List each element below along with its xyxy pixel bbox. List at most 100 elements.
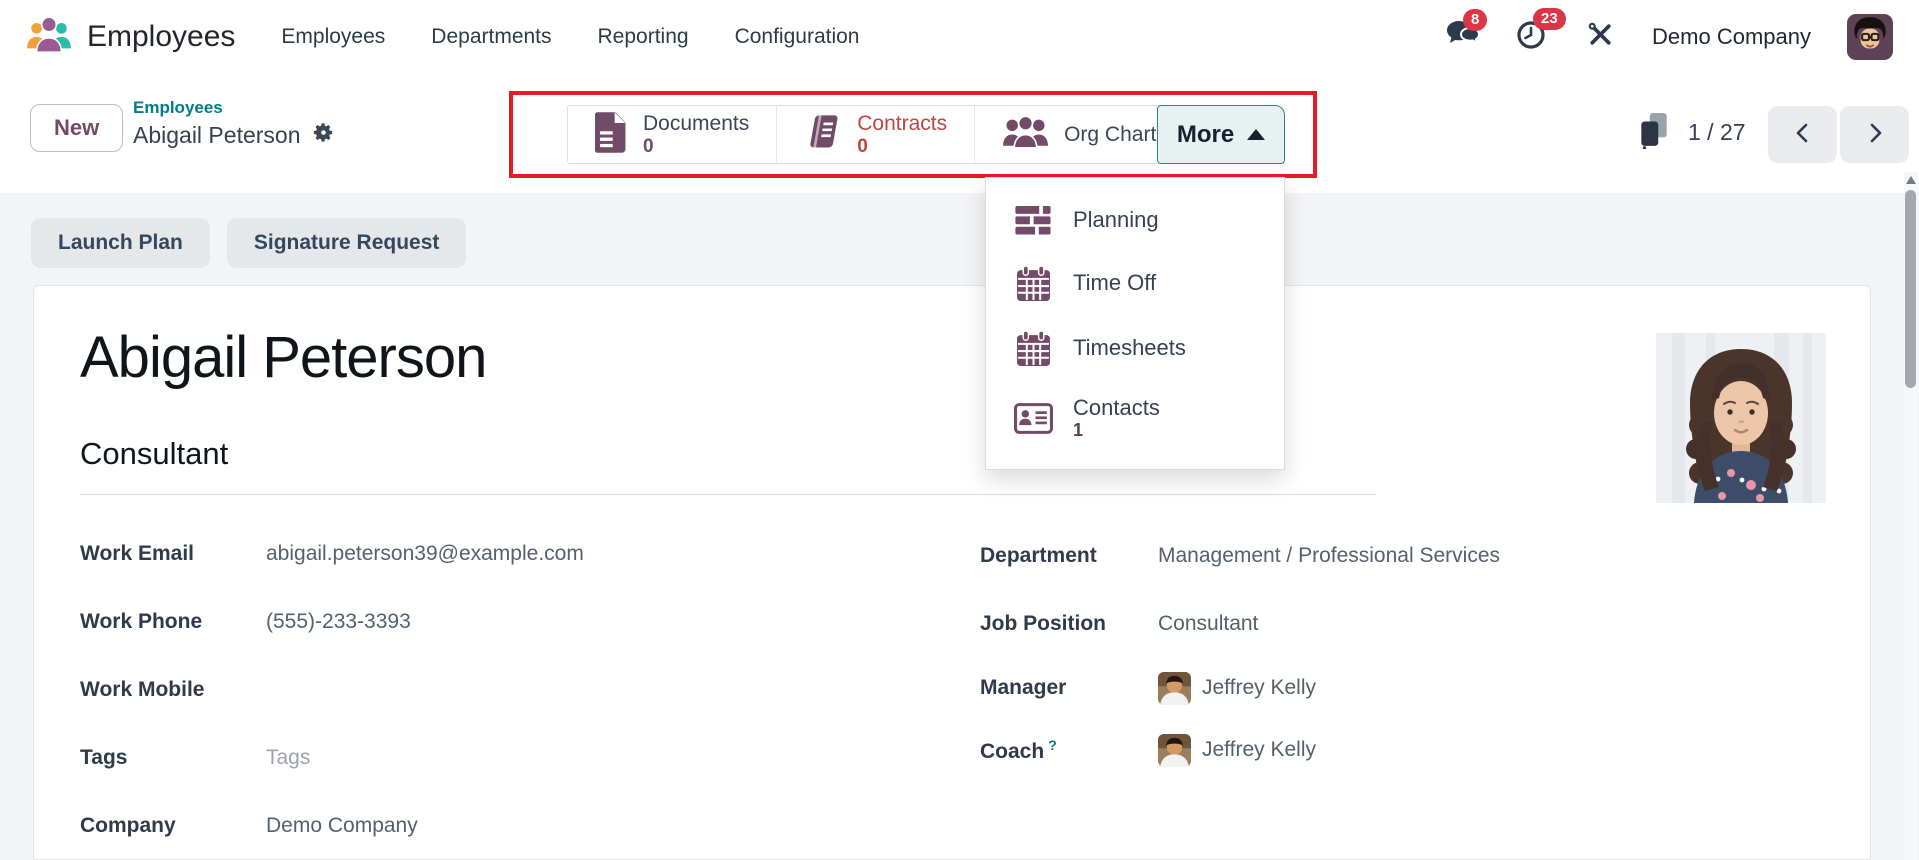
job-position-value[interactable]: Consultant: [1158, 612, 1259, 635]
scrollbar-track[interactable]: [1904, 172, 1918, 860]
pager-previous-button[interactable]: [1768, 106, 1837, 163]
contract-book-icon: [804, 112, 842, 157]
field-row-work-phone: Work Phone (555)-233-3393: [80, 602, 860, 642]
coach-name: Jeffrey Kelly: [1202, 738, 1316, 761]
menu-item-planning[interactable]: Planning: [986, 190, 1284, 251]
activities-badge: 23: [1533, 8, 1566, 30]
app-switcher[interactable]: Employees: [26, 14, 235, 61]
messages-button[interactable]: 8: [1446, 9, 1488, 55]
user-avatar[interactable]: [1847, 14, 1893, 60]
debug-tools-button[interactable]: [1585, 19, 1616, 55]
work-phone-label: Work Phone: [80, 610, 203, 633]
new-button[interactable]: New: [30, 104, 124, 152]
more-button[interactable]: More: [1157, 105, 1285, 164]
calendar-icon: [1013, 266, 1053, 301]
form-status-indicator[interactable]: [1638, 112, 1670, 154]
work-mobile-label: Work Mobile: [80, 678, 205, 701]
menu-item-contacts[interactable]: Contacts 1: [986, 381, 1284, 457]
document-icon: [595, 111, 628, 158]
statusbar-actions: Launch Plan Signature Request: [31, 218, 467, 268]
pager: [1768, 106, 1909, 163]
company-label: Company: [80, 814, 176, 837]
launch-plan-button[interactable]: Launch Plan: [31, 218, 210, 268]
employees-app-icon: [26, 14, 72, 61]
company-name[interactable]: Demo Company: [1652, 24, 1811, 49]
employee-job-title[interactable]: Consultant: [80, 436, 229, 471]
gear-icon[interactable]: [312, 121, 335, 149]
work-phone-value[interactable]: (555)-233-3393: [266, 610, 411, 633]
stat-documents-label: Documents: [643, 112, 750, 136]
manager-value[interactable]: Jeffrey Kelly: [1158, 671, 1316, 705]
activities-button[interactable]: 23: [1516, 8, 1566, 56]
planning-tasks-icon: [1013, 205, 1053, 236]
pager-next-button[interactable]: [1840, 106, 1909, 163]
field-row-work-mobile: Work Mobile: [80, 670, 860, 710]
calendar-icon: [1013, 331, 1053, 366]
chevron-left-icon: [1791, 121, 1815, 148]
breadcrumb: Employees Abigail Peterson: [133, 98, 335, 149]
work-email-label: Work Email: [80, 542, 194, 565]
stat-button-group: Documents 0 Contracts 0: [567, 105, 1185, 164]
menu-departments[interactable]: Departments: [431, 25, 552, 48]
top-navbar: Employees Employees Departments Reportin…: [0, 0, 1919, 74]
manager-name: Jeffrey Kelly: [1202, 676, 1316, 699]
employee-name-title[interactable]: Abigail Peterson: [80, 325, 487, 390]
company-value[interactable]: Demo Company: [266, 814, 418, 837]
tools-icon: [1585, 19, 1616, 55]
field-row-tags: Tags Tags: [80, 738, 860, 778]
menu-item-timesheets[interactable]: Timesheets: [986, 316, 1284, 381]
job-position-label: Job Position: [980, 612, 1106, 635]
tags-input[interactable]: Tags: [266, 746, 311, 769]
work-email-value[interactable]: abigail.peterson39@example.com: [266, 542, 584, 565]
menu-reporting[interactable]: Reporting: [597, 25, 689, 48]
scrollbar-up-arrow-icon[interactable]: [1906, 176, 1916, 184]
right-field-column: Department Management / Professional Ser…: [980, 536, 1800, 790]
signature-request-button[interactable]: Signature Request: [226, 218, 467, 268]
field-row-work-email: Work Email abigail.peterson39@example.co…: [80, 534, 860, 574]
coach-value[interactable]: Jeffrey Kelly: [1158, 733, 1316, 767]
stat-button-org-chart[interactable]: Org Chart: [974, 106, 1184, 163]
field-row-department: Department Management / Professional Ser…: [980, 536, 1800, 576]
app-brand-title: Employees: [87, 20, 236, 53]
chevron-right-icon: [1863, 121, 1887, 148]
stat-contracts-label: Contracts: [857, 112, 948, 136]
menu-item-time-off[interactable]: Time Off: [986, 251, 1284, 316]
coach-label: Coach?: [980, 737, 1158, 764]
menu-employees[interactable]: Employees: [281, 25, 386, 48]
title-divider: [80, 494, 1376, 495]
bookmark-pages-icon: [1638, 113, 1670, 153]
field-row-job-position: Job Position Consultant: [980, 604, 1800, 644]
navbar-systray: 8 23: [1446, 8, 1893, 60]
stat-button-contracts[interactable]: Contracts 0: [776, 106, 975, 163]
more-dropdown-menu: Planning Time Off: [985, 177, 1285, 470]
messages-badge: 8: [1463, 9, 1488, 31]
time-off-label: Time Off: [1073, 270, 1157, 296]
address-card-icon: [1013, 403, 1053, 435]
stat-org-chart-label: Org Chart: [1064, 122, 1157, 146]
help-question-icon[interactable]: ?: [1048, 736, 1057, 753]
tags-label: Tags: [80, 746, 128, 769]
main-menu: Employees Departments Reporting Configur…: [281, 25, 859, 49]
manager-label: Manager: [980, 676, 1067, 699]
timesheets-label: Timesheets: [1073, 335, 1186, 361]
menu-configuration[interactable]: Configuration: [734, 25, 860, 48]
clock-icon: [1516, 18, 1549, 56]
left-field-column: Work Email abigail.peterson39@example.co…: [80, 534, 860, 860]
field-row-manager: Manager Jeffrey Kelly: [980, 666, 1800, 710]
breadcrumb-parent-link[interactable]: Employees: [133, 98, 223, 117]
department-value[interactable]: Management / Professional Services: [1158, 544, 1500, 567]
manager-avatar: [1158, 671, 1191, 705]
contacts-label: Contacts: [1073, 395, 1160, 420]
people-group-icon: [1002, 114, 1049, 156]
stat-button-documents[interactable]: Documents 0: [568, 106, 777, 163]
stat-documents-count: 0: [643, 135, 654, 157]
employee-form-sheet: Abigail Peterson Consultant: [33, 285, 1871, 860]
field-row-company: Company Demo Company: [80, 806, 860, 846]
stat-contracts-count: 0: [857, 135, 868, 157]
department-label: Department: [980, 544, 1097, 567]
employee-photo[interactable]: [1656, 333, 1826, 503]
field-row-coach: Coach? Jeffrey Kelly: [980, 728, 1800, 772]
scrollbar-thumb[interactable]: [1905, 190, 1916, 388]
coach-label-text: Coach: [980, 739, 1045, 763]
